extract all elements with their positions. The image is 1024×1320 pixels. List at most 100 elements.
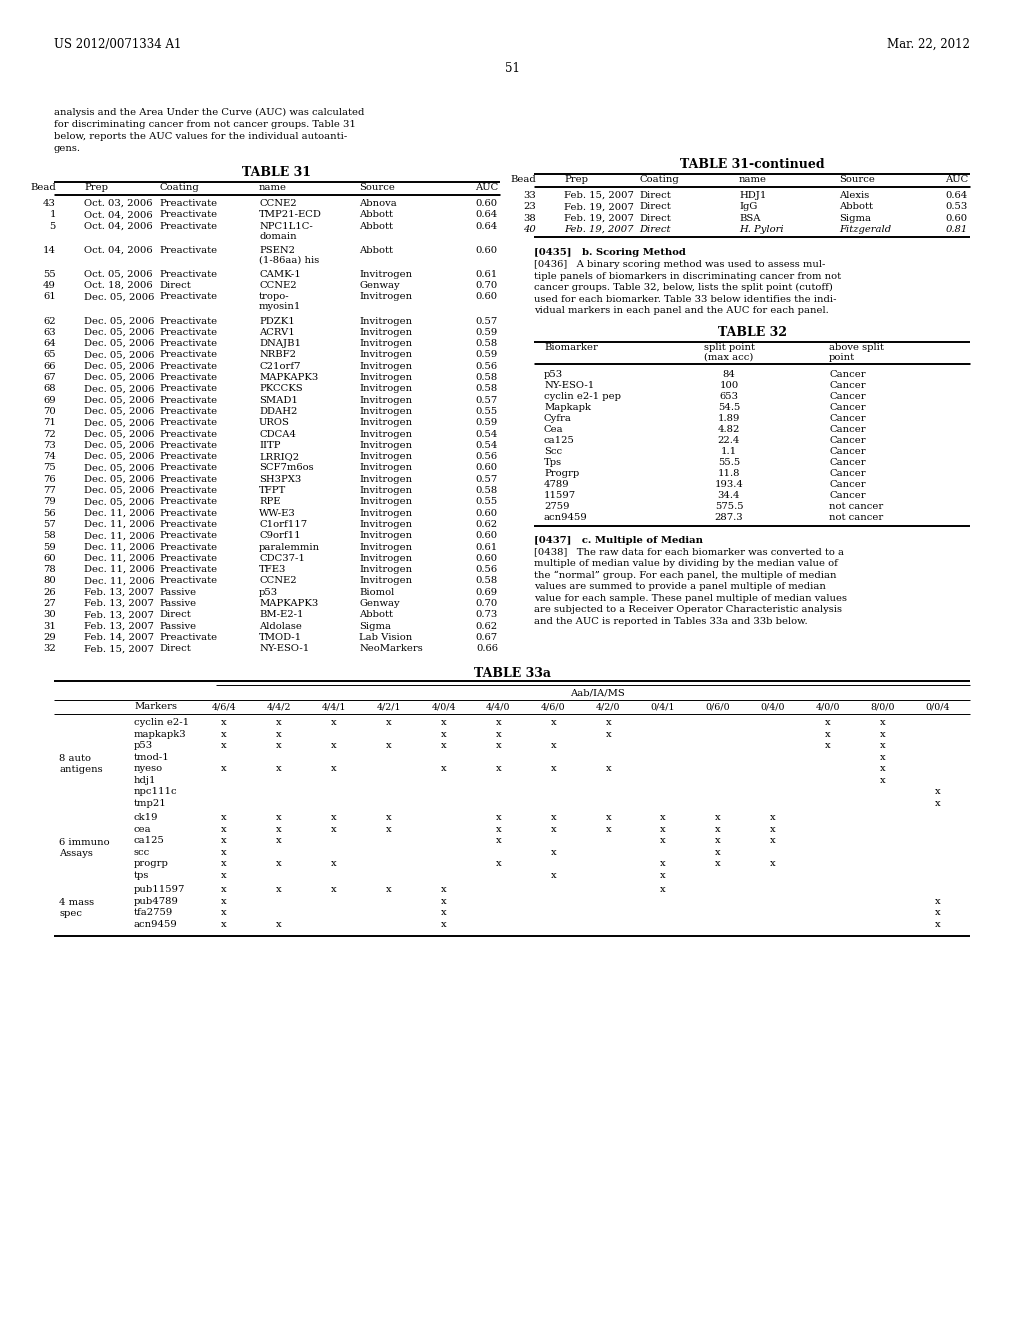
Text: 0.81: 0.81	[946, 224, 968, 234]
Text: x: x	[440, 898, 446, 906]
Text: TFPT: TFPT	[259, 486, 287, 495]
Text: 4/0/0: 4/0/0	[815, 702, 840, 711]
Text: x: x	[935, 908, 940, 917]
Text: Invitrogen: Invitrogen	[359, 396, 412, 405]
Text: AUC: AUC	[945, 176, 968, 183]
Text: x: x	[221, 898, 226, 906]
Text: x: x	[880, 730, 886, 739]
Text: Dec. 05, 2006: Dec. 05, 2006	[84, 441, 155, 450]
Text: x: x	[221, 730, 226, 739]
Text: x: x	[276, 718, 282, 727]
Text: x: x	[496, 730, 502, 739]
Text: Cancer: Cancer	[829, 446, 865, 455]
Text: Abbott: Abbott	[359, 246, 393, 255]
Text: Preactivate: Preactivate	[159, 453, 217, 461]
Text: TMP21-ECD: TMP21-ECD	[259, 210, 322, 219]
Text: Preactivate: Preactivate	[159, 475, 217, 483]
Text: Aab/IA/MS: Aab/IA/MS	[569, 689, 625, 697]
Text: below, reports the AUC values for the individual autoanti-: below, reports the AUC values for the in…	[54, 132, 347, 141]
Text: 0/4/1: 0/4/1	[651, 702, 676, 711]
Text: x: x	[551, 718, 556, 727]
Text: used for each biomarker. Table 33 below identifies the indi-: used for each biomarker. Table 33 below …	[534, 294, 837, 304]
Text: x: x	[331, 742, 337, 751]
Text: Abbott: Abbott	[359, 610, 393, 619]
Text: Preactivate: Preactivate	[159, 463, 217, 473]
Text: Fitzgerald: Fitzgerald	[839, 224, 891, 234]
Text: 55: 55	[43, 269, 56, 279]
Text: 63: 63	[43, 327, 56, 337]
Text: Invitrogen: Invitrogen	[359, 486, 412, 495]
Text: Invitrogen: Invitrogen	[359, 374, 412, 381]
Text: 0.69: 0.69	[476, 587, 498, 597]
Text: x: x	[221, 871, 226, 880]
Text: LRRIQ2: LRRIQ2	[259, 453, 299, 461]
Text: 4/4/2: 4/4/2	[266, 702, 291, 711]
Text: Scc: Scc	[544, 446, 562, 455]
Text: Preactivate: Preactivate	[159, 429, 217, 438]
Text: 27: 27	[43, 599, 56, 609]
Text: 4/0/4: 4/0/4	[431, 702, 456, 711]
Text: Dec. 05, 2006: Dec. 05, 2006	[84, 498, 155, 507]
Text: x: x	[605, 718, 611, 727]
Text: Dec. 05, 2006: Dec. 05, 2006	[84, 293, 155, 301]
Text: Lab Vision: Lab Vision	[359, 632, 413, 642]
Text: UROS: UROS	[259, 418, 290, 428]
Text: x: x	[221, 837, 226, 846]
Text: 0.60: 0.60	[946, 214, 968, 223]
Text: x: x	[386, 813, 391, 822]
Text: 0.64: 0.64	[476, 210, 498, 219]
Text: p53: p53	[259, 587, 279, 597]
Text: x: x	[715, 837, 721, 846]
Text: Direct: Direct	[639, 224, 671, 234]
Text: x: x	[551, 847, 556, 857]
Text: NPC1L1C-: NPC1L1C-	[259, 222, 312, 231]
Text: 80: 80	[43, 577, 56, 585]
Text: Dec. 05, 2006: Dec. 05, 2006	[84, 463, 155, 473]
Text: Preactivate: Preactivate	[159, 374, 217, 381]
Text: Preactivate: Preactivate	[159, 486, 217, 495]
Text: 0.57: 0.57	[476, 396, 498, 405]
Text: 0.67: 0.67	[476, 632, 498, 642]
Text: 0.60: 0.60	[476, 531, 498, 540]
Text: 0.56: 0.56	[476, 362, 498, 371]
Text: Abnova: Abnova	[359, 199, 396, 209]
Text: Dec. 05, 2006: Dec. 05, 2006	[84, 362, 155, 371]
Text: 0.61: 0.61	[476, 543, 498, 552]
Text: 11597: 11597	[544, 491, 577, 500]
Text: 49: 49	[43, 281, 56, 290]
Text: Preactivate: Preactivate	[159, 210, 217, 219]
Text: x: x	[715, 847, 721, 857]
Text: Invitrogen: Invitrogen	[359, 317, 412, 326]
Text: x: x	[551, 871, 556, 880]
Text: Abbott: Abbott	[359, 210, 393, 219]
Text: Source: Source	[359, 183, 395, 191]
Text: spec: spec	[59, 909, 82, 919]
Text: p53: p53	[544, 370, 563, 379]
Text: 0.55: 0.55	[476, 498, 498, 507]
Text: 0.62: 0.62	[476, 622, 498, 631]
Text: x: x	[551, 764, 556, 774]
Text: Alexis: Alexis	[839, 191, 869, 201]
Text: Feb. 19, 2007: Feb. 19, 2007	[564, 202, 634, 211]
Text: CAMK-1: CAMK-1	[259, 269, 301, 279]
Text: NeoMarkers: NeoMarkers	[359, 644, 423, 653]
Text: 0.58: 0.58	[476, 374, 498, 381]
Text: Cancer: Cancer	[829, 469, 865, 478]
Text: x: x	[221, 886, 226, 895]
Text: 0.59: 0.59	[476, 418, 498, 428]
Text: 34.4: 34.4	[718, 491, 740, 500]
Text: 575.5: 575.5	[715, 502, 743, 511]
Text: 22.4: 22.4	[718, 436, 740, 445]
Text: Source: Source	[839, 176, 874, 183]
Text: 40: 40	[523, 224, 536, 234]
Text: 8 auto: 8 auto	[59, 754, 91, 763]
Text: SH3PX3: SH3PX3	[259, 475, 301, 483]
Text: x: x	[496, 837, 502, 846]
Text: 66: 66	[43, 362, 56, 371]
Text: x: x	[605, 764, 611, 774]
Text: Invitrogen: Invitrogen	[359, 508, 412, 517]
Text: x: x	[440, 718, 446, 727]
Text: Preactivate: Preactivate	[159, 520, 217, 529]
Text: antigens: antigens	[59, 766, 102, 775]
Text: x: x	[660, 871, 666, 880]
